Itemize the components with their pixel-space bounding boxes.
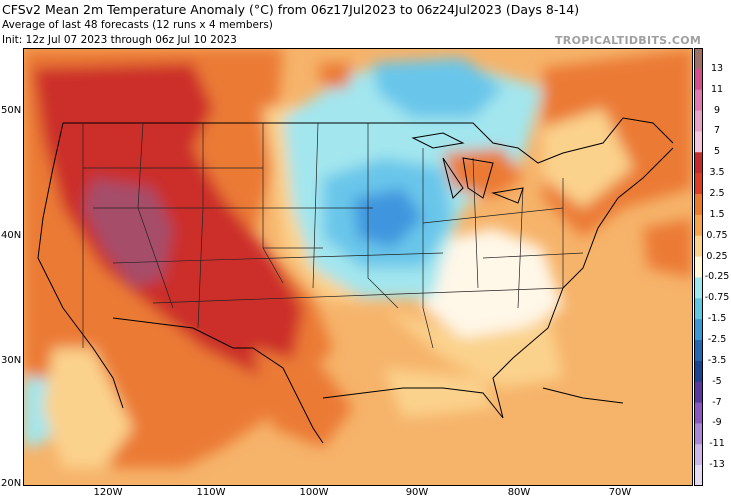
state-borders: [82, 122, 584, 349]
colorbar-swatch: [694, 340, 703, 362]
colorbar-swatch: [694, 465, 703, 486]
credit-watermark: TROPICALTIDBITS.COM: [555, 34, 702, 47]
colorbar-tick-label: -7: [712, 396, 722, 408]
colorbar-tick-label: -0.25: [704, 271, 730, 283]
chart-subtitle: Average of last 48 forecasts (12 runs x …: [2, 19, 273, 31]
colorbar-swatch: [694, 423, 703, 445]
colorbar-frame: [694, 48, 703, 486]
region-gulf-light: [383, 368, 493, 418]
colorbar-tick-label: -0.75: [704, 292, 730, 304]
region-ohio-neutral: [413, 228, 563, 338]
colorbar-tick-label: -2.5: [707, 334, 727, 345]
colorbar-tick-label: 7: [713, 125, 721, 137]
colorbar-swatch: [694, 68, 703, 91]
colorbar-tick-label: -5: [712, 375, 722, 387]
colorbar-swatch: [694, 89, 703, 112]
colorbar-swatch: [694, 152, 703, 174]
colorbar-tick-label: -9: [712, 417, 722, 429]
region-great-basin-peak: [83, 178, 173, 288]
colorbar-swatch: [694, 444, 703, 466]
country-borders: [63, 117, 674, 444]
colorbar-swatch: [694, 277, 703, 299]
lat-label-50n: 50N: [1, 105, 22, 116]
lon-label-80w: 80W: [507, 487, 531, 498]
lon-label-70w: 70W: [608, 487, 632, 498]
colorbar-tick-label: -11: [709, 438, 725, 450]
colorbar-tick-label: -3.5: [707, 354, 727, 366]
colorbar-swatch: [694, 131, 703, 153]
colorbar-tick-label: 5: [713, 146, 721, 158]
lon-label-100w: 100W: [299, 487, 329, 498]
lon-label-120w: 120W: [93, 487, 123, 498]
temperature-anomaly-map: [23, 48, 693, 486]
region-atlantic-warm: [643, 218, 693, 278]
colorbar-swatch: [694, 194, 703, 216]
colorbar-swatch: [694, 110, 703, 132]
region-pacific-light: [43, 348, 133, 468]
colorbar-swatch: [694, 381, 703, 404]
coastlines: [37, 122, 674, 419]
init-text: Init: 12z Jul 07 2023 through 06z Jul 10…: [2, 34, 237, 46]
colorbar-tick-label: 1.5: [709, 208, 725, 220]
region-cool-core: [353, 188, 423, 248]
colorbar: [694, 48, 703, 486]
colorbar-swatch: [694, 402, 703, 424]
region-texas-warm: [253, 348, 353, 448]
colorbar-tick-label: 3.5: [709, 167, 725, 179]
great-lakes: [411, 132, 524, 204]
region-hudson-warm: [318, 63, 353, 88]
colorbar-tick-label: 2.5: [709, 188, 725, 199]
lon-label-110w: 110W: [196, 487, 226, 498]
colorbar-tick-label: -13: [709, 459, 725, 471]
region-cool-north: [373, 58, 503, 118]
colorbar-tick-label: 0.25: [706, 250, 728, 262]
lat-label-20n: 20N: [1, 478, 22, 489]
colorbar-tick-label: 0.75: [706, 229, 728, 241]
colorbar-swatch: [694, 214, 703, 237]
colorbar-swatch: [694, 256, 703, 278]
colorbar-swatch: [694, 319, 703, 341]
colorbar-tick-label: 13: [710, 62, 724, 74]
colorbar-tick-label: 11: [710, 83, 724, 95]
lon-label-90w: 90W: [405, 487, 429, 498]
colorbar-swatch: [694, 48, 703, 70]
chart-title: CFSv2 Mean 2m Temperature Anomaly (°C) f…: [2, 2, 580, 17]
colorbar-swatch: [694, 173, 703, 195]
colorbar-swatch: [694, 235, 703, 258]
colorbar-swatch: [694, 298, 703, 320]
lat-label-30n: 30N: [1, 355, 22, 366]
colorbar-swatch: [694, 360, 703, 383]
colorbar-tick-label: 9: [713, 104, 721, 116]
lat-label-40n: 40N: [1, 230, 22, 241]
colorbar-tick-label: -1.5: [707, 313, 727, 325]
